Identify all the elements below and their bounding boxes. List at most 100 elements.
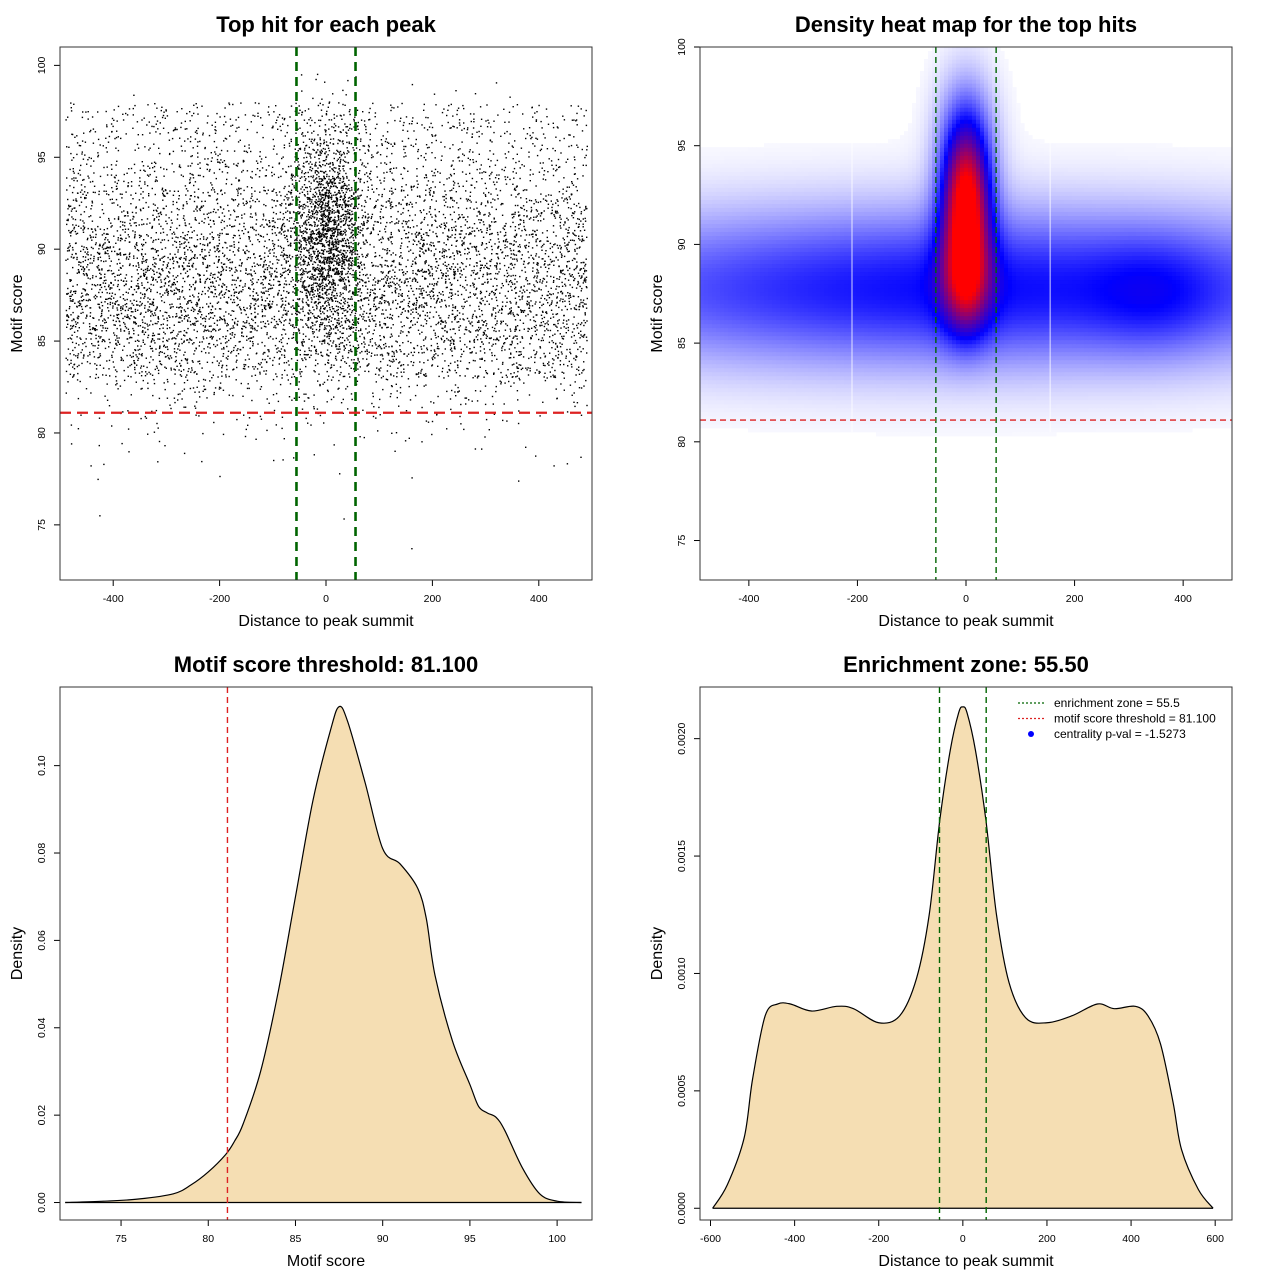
data-point: [431, 134, 433, 136]
data-point: [159, 346, 161, 348]
data-point: [400, 313, 402, 315]
data-point: [164, 292, 166, 294]
data-point: [93, 260, 95, 262]
data-point: [197, 188, 200, 190]
data-point: [460, 403, 462, 406]
data-point: [206, 270, 208, 272]
data-point: [524, 229, 527, 232]
data-point: [116, 252, 118, 255]
data-point: [121, 197, 123, 199]
data-point: [310, 290, 313, 292]
data-point: [525, 244, 528, 247]
data-point: [350, 218, 352, 221]
data-point: [103, 463, 105, 466]
data-point: [235, 130, 237, 133]
data-point: [491, 354, 493, 357]
data-point: [435, 220, 437, 222]
data-point: [329, 325, 331, 328]
data-point: [368, 177, 371, 179]
data-point: [427, 286, 429, 288]
data-point: [494, 327, 496, 330]
data-point: [316, 203, 319, 206]
data-point: [428, 126, 431, 128]
data-point: [481, 242, 483, 244]
data-point: [424, 261, 426, 263]
data-point: [66, 177, 68, 179]
data-point: [471, 321, 473, 323]
data-point: [259, 264, 262, 266]
data-point: [125, 291, 127, 293]
data-point: [268, 271, 271, 273]
data-point: [322, 218, 324, 221]
data-point: [287, 360, 290, 362]
data-point: [298, 225, 301, 227]
data-point: [205, 238, 208, 241]
data-point: [266, 192, 268, 195]
data-point: [197, 310, 200, 312]
data-point: [335, 153, 337, 155]
data-point: [429, 194, 431, 196]
data-point: [319, 102, 321, 105]
data-point: [441, 338, 443, 341]
data-point: [305, 417, 307, 420]
data-point: [330, 364, 333, 366]
data-point: [343, 224, 346, 226]
data-point: [578, 218, 580, 221]
data-point: [69, 300, 72, 302]
data-point: [350, 251, 353, 253]
data-point: [357, 197, 360, 199]
data-point: [419, 232, 421, 235]
data-point: [254, 201, 257, 203]
data-point: [496, 262, 498, 264]
data-point: [446, 267, 448, 270]
data-point: [282, 168, 284, 170]
data-point: [550, 303, 552, 305]
data-point: [78, 364, 80, 367]
data-point: [345, 388, 347, 390]
data-point: [379, 297, 381, 299]
data-point: [341, 234, 343, 236]
data-point: [364, 297, 366, 299]
data-point: [530, 217, 532, 219]
data-point: [507, 313, 509, 315]
data-point: [286, 342, 288, 345]
data-point: [367, 297, 369, 299]
data-point: [374, 293, 376, 295]
data-point: [575, 119, 578, 121]
data-point: [298, 112, 300, 114]
data-point: [332, 286, 334, 288]
data-point: [346, 385, 349, 388]
data-point: [547, 207, 549, 209]
data-point: [441, 277, 443, 279]
data-point: [335, 185, 337, 187]
data-point: [127, 215, 129, 217]
data-point: [421, 248, 423, 250]
data-point: [176, 365, 178, 367]
data-point: [322, 104, 324, 106]
data-point: [400, 330, 402, 332]
data-point: [527, 251, 529, 253]
data-point: [313, 149, 315, 151]
data-point: [193, 191, 196, 193]
data-point: [228, 313, 230, 315]
data-point: [342, 280, 345, 282]
data-point: [339, 199, 341, 201]
data-point: [359, 149, 361, 151]
data-point: [298, 204, 300, 206]
data-point: [159, 363, 162, 365]
data-point: [365, 256, 367, 258]
data-point: [73, 177, 75, 179]
data-point: [457, 294, 459, 296]
data-point: [507, 151, 510, 153]
data-point: [176, 281, 178, 283]
data-point: [329, 352, 332, 354]
data-point: [148, 269, 150, 271]
data-point: [332, 248, 335, 251]
data-point: [99, 364, 101, 366]
data-point: [263, 304, 265, 307]
data-point: [524, 228, 526, 230]
data-point: [535, 280, 537, 282]
data-point: [311, 199, 313, 201]
data-point: [399, 361, 401, 363]
data-point: [505, 281, 508, 283]
